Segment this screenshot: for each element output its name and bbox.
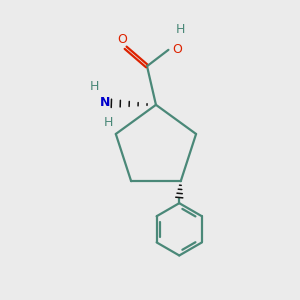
Text: O: O: [172, 43, 182, 56]
Text: H: H: [89, 80, 99, 93]
Text: H: H: [104, 116, 113, 129]
Text: N: N: [100, 96, 110, 109]
Text: O: O: [118, 33, 128, 46]
Text: H: H: [176, 23, 185, 37]
